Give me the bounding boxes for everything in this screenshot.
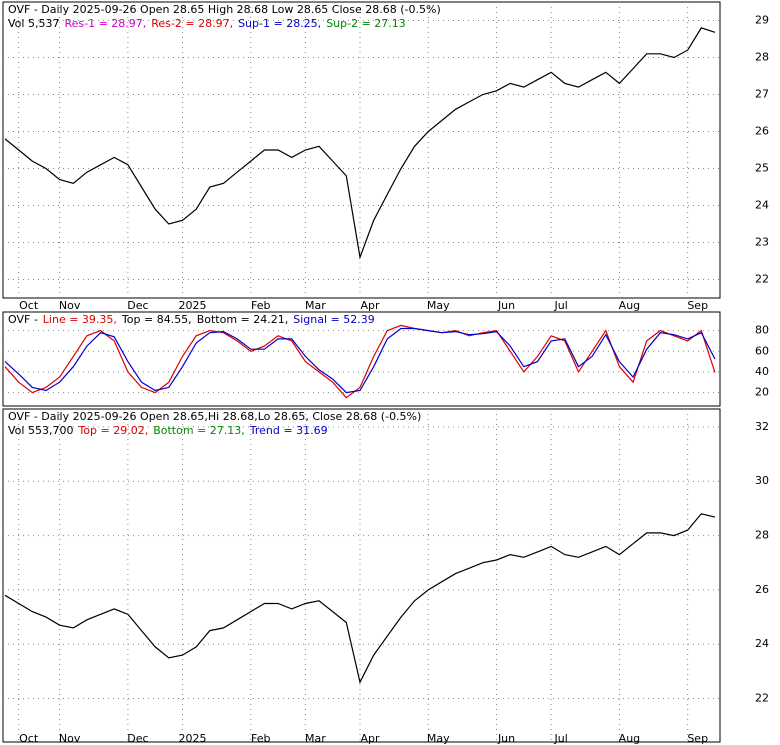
- header-part: OVF -: [8, 313, 38, 326]
- y-tick-label: 28: [755, 529, 769, 542]
- panel: [2, 408, 721, 743]
- x-tick-label: Dec: [127, 299, 148, 312]
- y-tick-label: 22: [755, 273, 769, 286]
- x-tick-label: 2025: [179, 299, 207, 312]
- header-part: Res-1 = 28.97,: [64, 17, 146, 30]
- header-part: OVF - Daily 2025-09-26 Open 28.65,Hi 28.…: [8, 410, 421, 423]
- x-tick-label: Mar: [305, 299, 326, 312]
- panel: [2, 1, 721, 299]
- header-part: Bottom = 24.21,: [197, 313, 289, 326]
- header-part: Res-2 = 28.97,: [151, 17, 233, 30]
- y-tick-label: 23: [755, 236, 769, 249]
- x-tick-label: Jul: [554, 732, 568, 745]
- y-tick-label: 24: [755, 199, 769, 212]
- header-part: Sup-1 = 28.25,: [238, 17, 321, 30]
- y-tick-label: 27: [755, 88, 769, 101]
- x-tick-label: Oct: [19, 299, 39, 312]
- header-part: Top = 84.55,: [121, 313, 192, 326]
- x-tick-label: Jul: [554, 299, 568, 312]
- y-tick-label: 40: [755, 365, 769, 378]
- header: OVF - Line = 39.35, Top = 84.55, Bottom = 2…: [8, 313, 375, 326]
- header: Vol 5,537 Res-1 = 28.97, Res-2 = 28.97, Sup…: [8, 17, 406, 30]
- price-line: [4, 513, 716, 684]
- y-tick-label: 24: [755, 637, 769, 650]
- header-part: Vol 5,537: [8, 17, 59, 30]
- price-line: [4, 27, 716, 260]
- y-tick-label: 80: [755, 324, 769, 337]
- header-part: Sup-2 = 27.13: [326, 17, 406, 30]
- x-tick-label: Apr: [360, 732, 380, 745]
- y-tick-label: 29: [755, 14, 769, 27]
- price-line: [4, 324, 716, 399]
- header-part: OVF - Daily 2025-09-26 Open 28.65 High 2…: [8, 3, 441, 16]
- y-tick-label: 26: [755, 125, 769, 138]
- x-tick-label: May: [427, 732, 450, 745]
- x-tick-label: Feb: [251, 299, 270, 312]
- x-tick-label: Jun: [497, 732, 515, 745]
- y-tick-label: 26: [755, 583, 769, 596]
- header: OVF - Daily 2025-09-26 Open 28.65 High 2…: [8, 3, 441, 16]
- panel: [2, 311, 721, 407]
- header-part: Vol 553,700: [8, 424, 73, 437]
- x-tick-label: Dec: [127, 732, 148, 745]
- x-tick-label: Oct: [19, 732, 39, 745]
- x-tick-label: Nov: [59, 299, 81, 312]
- x-tick-label: 2025: [179, 732, 207, 745]
- y-tick-label: 32: [755, 420, 769, 433]
- x-tick-label: May: [427, 299, 450, 312]
- x-tick-label: Aug: [619, 732, 640, 745]
- header-part: Trend = 31.69: [249, 424, 328, 437]
- y-tick-label: 60: [755, 344, 769, 357]
- header-part: Bottom = 27.13,: [153, 424, 245, 437]
- price-line: [4, 327, 716, 394]
- header-part: Line = 39.35,: [43, 313, 117, 326]
- x-tick-label: Sep: [687, 732, 708, 745]
- header-part: Top = 29.02,: [77, 424, 148, 437]
- header: Vol 553,700 Top = 29.02, Bottom = 27.13, Tr…: [8, 424, 328, 437]
- x-tick-label: Aug: [619, 299, 640, 312]
- x-tick-label: Nov: [59, 732, 81, 745]
- y-tick-label: 20: [755, 386, 769, 399]
- x-tick-label: Sep: [687, 299, 708, 312]
- x-tick-label: Feb: [251, 732, 270, 745]
- y-tick-label: 22: [755, 692, 769, 705]
- header-part: Signal = 52.39: [293, 313, 375, 326]
- x-tick-label: Jun: [497, 299, 515, 312]
- y-tick-label: 28: [755, 51, 769, 64]
- y-tick-label: 25: [755, 162, 769, 175]
- x-tick-label: Apr: [360, 299, 380, 312]
- x-tick-label: Mar: [305, 732, 326, 745]
- header: OVF - Daily 2025-09-26 Open 28.65,Hi 28.…: [8, 410, 421, 423]
- y-tick-label: 30: [755, 474, 769, 487]
